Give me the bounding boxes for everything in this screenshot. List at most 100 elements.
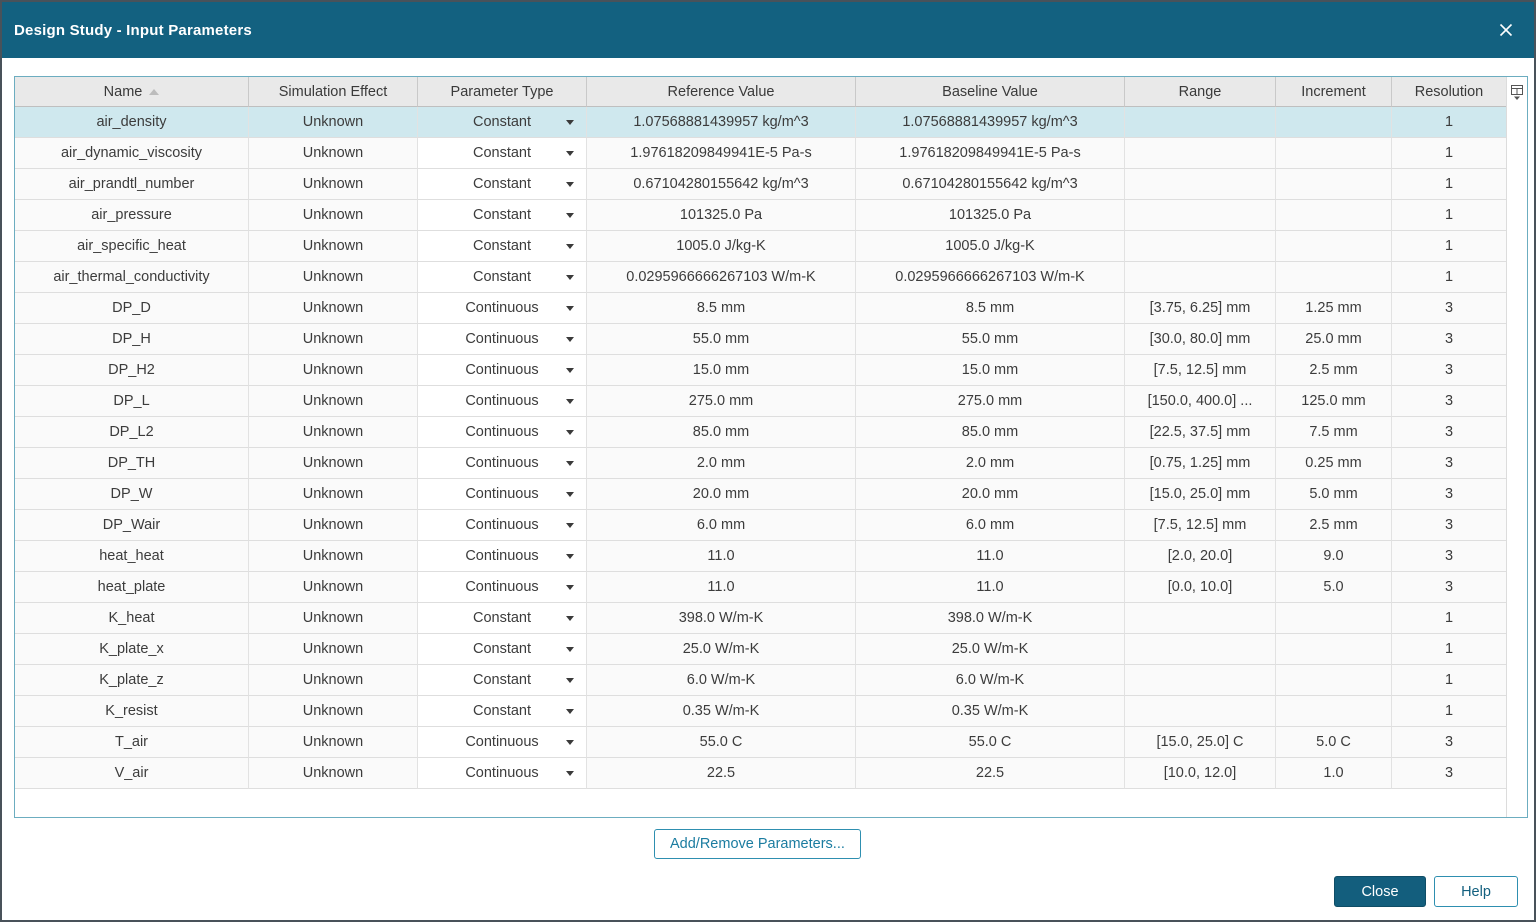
- chevron-down-icon[interactable]: [566, 709, 574, 714]
- chevron-down-icon[interactable]: [566, 585, 574, 590]
- table-row[interactable]: K_heat Unknown Constant 398.0 W/m-K 398.0 W/…: [15, 603, 1506, 634]
- column-header-increment[interactable]: Increment: [1276, 77, 1392, 107]
- cell-parameter-type[interactable]: Constant: [418, 634, 587, 665]
- column-header-baseline-value[interactable]: Baseline Value: [856, 77, 1125, 107]
- chevron-down-icon[interactable]: [566, 399, 574, 404]
- cell-parameter-type[interactable]: Constant: [418, 262, 587, 293]
- cell-parameter-type[interactable]: Constant: [418, 665, 587, 696]
- table-row[interactable]: air_density Unknown Constant 1.075688814399…: [15, 107, 1506, 138]
- table-row[interactable]: K_plate_x Unknown Constant 25.0 W/m-K 25.0 W…: [15, 634, 1506, 665]
- cell-increment: [1276, 696, 1392, 727]
- table-row[interactable]: V_air Unknown Continuous 22.5 22.5 [10.0, 12.…: [15, 758, 1506, 789]
- cell-parameter-type[interactable]: Constant: [418, 696, 587, 727]
- chevron-down-icon[interactable]: [566, 306, 574, 311]
- chevron-down-icon[interactable]: [566, 647, 574, 652]
- cell-parameter-type[interactable]: Constant: [418, 138, 587, 169]
- cell-reference-value: 0.35 W/m-K: [587, 696, 856, 727]
- table-row[interactable]: DP_D Unknown Continuous 8.5 mm 8.5 mm [3.75, …: [15, 293, 1506, 324]
- close-dialog-button[interactable]: Close: [1334, 876, 1426, 907]
- table-row[interactable]: DP_L Unknown Continuous 275.0 mm 275.0 mm [15…: [15, 386, 1506, 417]
- cell-increment: 1.0: [1276, 758, 1392, 789]
- column-header-resolution[interactable]: Resolution: [1392, 77, 1506, 107]
- chevron-down-icon[interactable]: [566, 771, 574, 776]
- chevron-down-icon[interactable]: [566, 275, 574, 280]
- table-row[interactable]: DP_H Unknown Continuous 55.0 mm 55.0 mm [30.0…: [15, 324, 1506, 355]
- cell-parameter-type[interactable]: Continuous: [418, 324, 587, 355]
- table-row[interactable]: air_pressure Unknown Constant 101325.0 Pa 10…: [15, 200, 1506, 231]
- cell-parameter-type[interactable]: Continuous: [418, 386, 587, 417]
- cell-parameter-type[interactable]: Constant: [418, 200, 587, 231]
- chevron-down-icon[interactable]: [566, 678, 574, 683]
- table-row[interactable]: air_specific_heat Unknown Constant 1005.0 J…: [15, 231, 1506, 262]
- table-row[interactable]: DP_L2 Unknown Continuous 85.0 mm 85.0 mm [22.…: [15, 417, 1506, 448]
- table-row[interactable]: K_plate_z Unknown Constant 6.0 W/m-K 6.0 W/m…: [15, 665, 1506, 696]
- table-row[interactable]: DP_TH Unknown Continuous 2.0 mm 2.0 mm [0.75,…: [15, 448, 1506, 479]
- chevron-down-icon[interactable]: [566, 151, 574, 156]
- cell-parameter-type[interactable]: Continuous: [418, 541, 587, 572]
- help-button[interactable]: Help: [1434, 876, 1518, 907]
- chevron-down-icon[interactable]: [566, 213, 574, 218]
- cell-parameter-type[interactable]: Constant: [418, 231, 587, 262]
- cell-parameter-type[interactable]: Continuous: [418, 727, 587, 758]
- chevron-down-icon[interactable]: [566, 430, 574, 435]
- chevron-down-icon[interactable]: [566, 120, 574, 125]
- cell-reference-value: 85.0 mm: [587, 417, 856, 448]
- table-scrollbar-gutter[interactable]: [1506, 77, 1527, 817]
- cell-value: 20.0 mm: [692, 486, 750, 502]
- table-row[interactable]: T_air Unknown Continuous 55.0 C 55.0 C [15.0,…: [15, 727, 1506, 758]
- cell-value: 1: [1444, 641, 1454, 657]
- cell-baseline-value: 8.5 mm: [856, 293, 1125, 324]
- cell-reference-value: 2.0 mm: [587, 448, 856, 479]
- table-row[interactable]: heat_plate Unknown Continuous 11.0 11.0 [0.0,…: [15, 572, 1506, 603]
- column-chooser-button[interactable]: [1508, 82, 1526, 102]
- cell-name: DP_TH: [15, 448, 249, 479]
- cell-value: Unknown: [302, 362, 364, 378]
- cell-parameter-type[interactable]: Constant: [418, 169, 587, 200]
- cell-simulation-effect: Unknown: [249, 541, 418, 572]
- cell-range: [1125, 262, 1276, 293]
- chevron-down-icon[interactable]: [566, 461, 574, 466]
- add-remove-parameters-button[interactable]: Add/Remove Parameters...: [654, 829, 861, 859]
- cell-parameter-type[interactable]: Continuous: [418, 417, 587, 448]
- chevron-down-icon[interactable]: [566, 554, 574, 559]
- chevron-down-icon[interactable]: [566, 182, 574, 187]
- table-row[interactable]: air_thermal_conductivity Unknown Constant 0…: [15, 262, 1506, 293]
- table-row[interactable]: air_dynamic_viscosity Unknown Constant 1.97…: [15, 138, 1506, 169]
- table-row[interactable]: heat_heat Unknown Continuous 11.0 11.0 [2.0, …: [15, 541, 1506, 572]
- cell-increment: [1276, 603, 1392, 634]
- cell-parameter-type[interactable]: Continuous: [418, 355, 587, 386]
- close-button[interactable]: [1492, 16, 1520, 44]
- chevron-down-icon[interactable]: [566, 523, 574, 528]
- table-row[interactable]: air_prandtl_number Unknown Constant 0.67104…: [15, 169, 1506, 200]
- chevron-down-icon[interactable]: [566, 337, 574, 342]
- chevron-down-icon[interactable]: [566, 740, 574, 745]
- column-header-reference-value[interactable]: Reference Value: [587, 77, 856, 107]
- cell-parameter-type[interactable]: Continuous: [418, 293, 587, 324]
- column-header-parameter-type[interactable]: Parameter Type: [418, 77, 587, 107]
- cell-parameter-type[interactable]: Continuous: [418, 510, 587, 541]
- table-row[interactable]: K_resist Unknown Constant 0.35 W/m-K 0.35 W/…: [15, 696, 1506, 727]
- cell-value: [15.0, 25.0] mm: [1149, 486, 1251, 502]
- cell-range: [1125, 634, 1276, 665]
- cell-simulation-effect: Unknown: [249, 727, 418, 758]
- cell-parameter-type[interactable]: Continuous: [418, 758, 587, 789]
- cell-parameter-type[interactable]: Constant: [418, 107, 587, 138]
- cell-parameter-type[interactable]: Continuous: [418, 572, 587, 603]
- chevron-down-icon[interactable]: [566, 492, 574, 497]
- cell-parameter-type[interactable]: Continuous: [418, 479, 587, 510]
- cell-increment: 2.5 mm: [1276, 510, 1392, 541]
- table-row[interactable]: DP_W Unknown Continuous 20.0 mm 20.0 mm [15.0…: [15, 479, 1506, 510]
- chevron-down-icon[interactable]: [566, 244, 574, 249]
- column-header-name[interactable]: Name: [15, 77, 249, 107]
- column-header-range[interactable]: Range: [1125, 77, 1276, 107]
- cell-value: 1.25 mm: [1305, 300, 1362, 316]
- column-header-simulation-effect[interactable]: Simulation Effect: [249, 77, 418, 107]
- cell-parameter-type[interactable]: Continuous: [418, 448, 587, 479]
- cell-reference-value: 0.67104280155642 kg/m^3: [587, 169, 856, 200]
- table-row[interactable]: DP_H2 Unknown Continuous 15.0 mm 15.0 mm [7.5…: [15, 355, 1506, 386]
- chevron-down-icon[interactable]: [566, 616, 574, 621]
- chevron-down-icon[interactable]: [566, 368, 574, 373]
- cell-reference-value: 1005.0 J/kg-K: [587, 231, 856, 262]
- cell-parameter-type[interactable]: Constant: [418, 603, 587, 634]
- table-row[interactable]: DP_Wair Unknown Continuous 6.0 mm 6.0 mm [7.5…: [15, 510, 1506, 541]
